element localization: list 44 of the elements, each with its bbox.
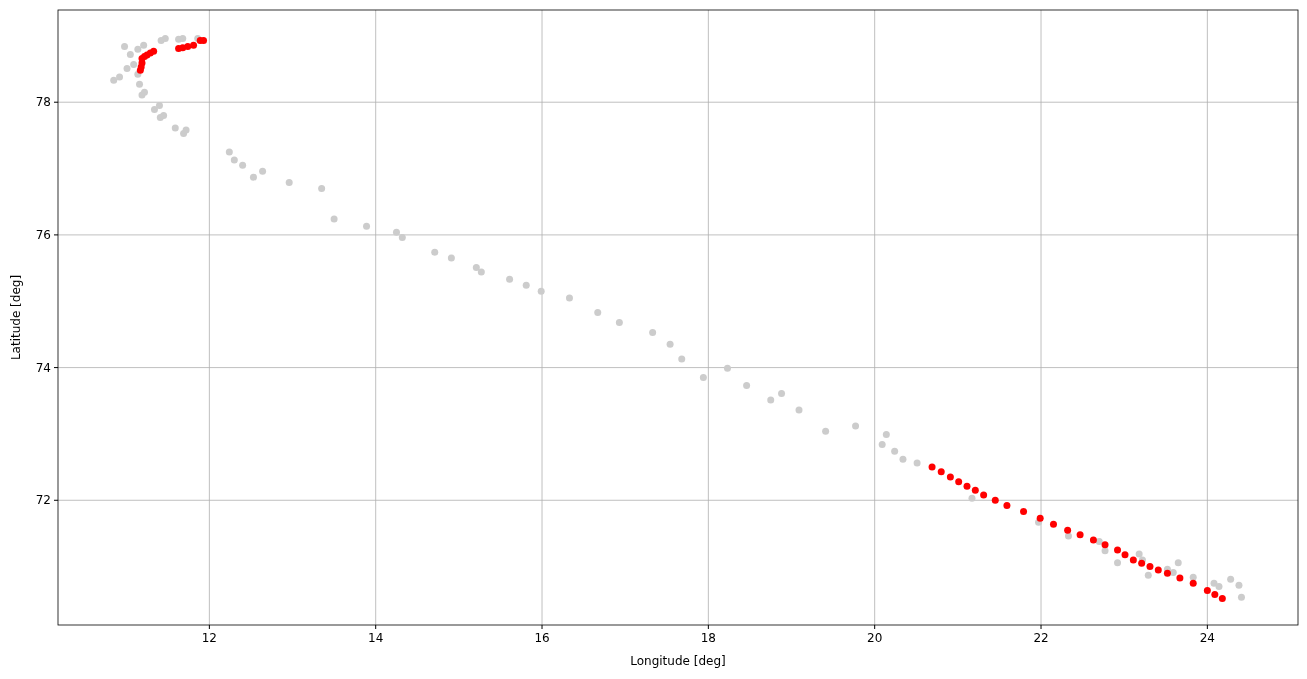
point: [1114, 546, 1122, 554]
point: [963, 482, 971, 490]
point: [1129, 556, 1137, 564]
point: [991, 496, 999, 504]
point: [1101, 541, 1109, 549]
point: [184, 42, 192, 50]
point: [200, 37, 208, 45]
x-tick-label: 12: [201, 631, 217, 645]
point: [1036, 514, 1044, 522]
point: [1203, 587, 1211, 594]
point: [1218, 594, 1226, 602]
point: [1163, 569, 1171, 577]
point: [971, 486, 979, 494]
x-tick-label: 14: [368, 631, 384, 645]
point: [1176, 574, 1184, 582]
point: [1076, 531, 1084, 539]
x-tick-label: 22: [1033, 631, 1049, 645]
x-tick-label: 20: [867, 631, 883, 645]
point: [190, 41, 198, 49]
point: [946, 473, 954, 481]
point: [980, 491, 988, 499]
x-tick-label: 18: [700, 631, 716, 645]
x-axis-title: Longitude [deg]: [630, 654, 726, 668]
point: [1064, 526, 1072, 534]
point: [1020, 508, 1028, 516]
point: [1049, 520, 1057, 528]
point: [1003, 502, 1011, 510]
point: [928, 463, 936, 471]
x-tick-label: 24: [1199, 631, 1215, 645]
point: [1189, 579, 1197, 587]
point: [150, 47, 158, 55]
y-tick-label: 78: [35, 95, 51, 110]
point: [1089, 536, 1097, 544]
point: [937, 468, 945, 476]
point: [1146, 563, 1154, 571]
point: [1121, 551, 1129, 559]
y-tick-label: 74: [35, 360, 51, 375]
y-tick-label: 72: [35, 493, 51, 508]
point: [1154, 566, 1162, 574]
point: [1211, 590, 1219, 598]
point: [955, 478, 963, 486]
x-tick-label: 16: [534, 631, 550, 645]
y-tick-label: 76: [35, 227, 51, 242]
y-axis-title: Latitude [deg]: [9, 274, 23, 361]
